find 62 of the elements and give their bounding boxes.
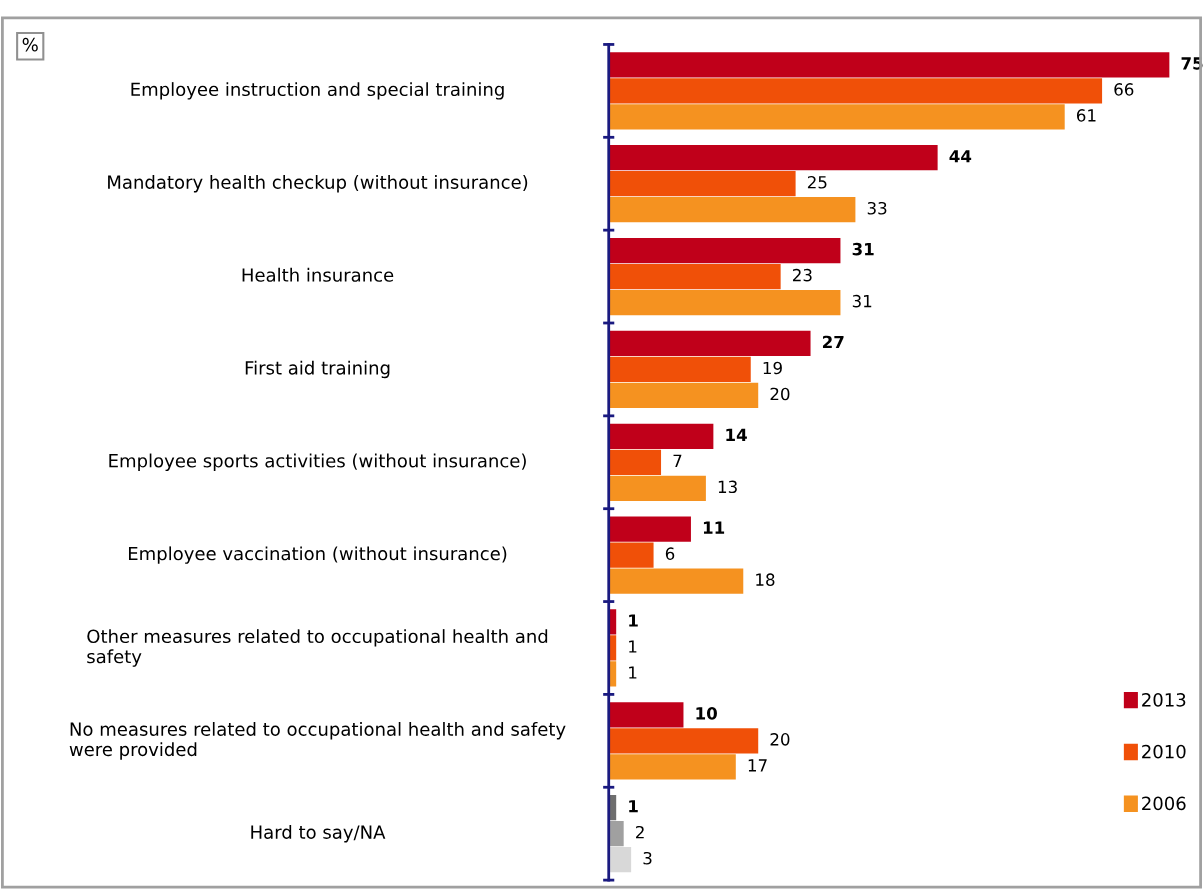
data-label: 19: [763, 361, 782, 375]
y-tick-label: First aid training: [245, 360, 390, 379]
bar: [608, 754, 736, 780]
bar: [608, 171, 796, 197]
data-label: 31: [852, 294, 872, 308]
bar: [608, 728, 759, 754]
bar: [608, 52, 1170, 78]
y-tick-label: Other measures related to occupational health and safety: [87, 629, 548, 667]
data-label: 25: [807, 175, 827, 189]
data-label: 17: [748, 759, 767, 772]
bar: [608, 263, 781, 290]
y-tick-label: Health insurance: [242, 267, 394, 282]
text: %: [22, 37, 38, 52]
data-label: 23: [792, 268, 812, 282]
y-tick-label: Hard to say/NA: [251, 824, 386, 843]
data-label: 1: [629, 614, 638, 627]
data-label: 61: [1076, 109, 1096, 122]
data-label: 66: [1114, 83, 1134, 96]
data-label: 14: [726, 428, 747, 441]
bar: [608, 237, 841, 264]
data-label: 20: [770, 387, 790, 401]
data-label: 10: [696, 707, 717, 720]
bar: [608, 568, 744, 594]
data-label: 2: [636, 825, 644, 839]
bar: [608, 145, 938, 171]
data-label: 20: [770, 733, 790, 746]
bar: [608, 516, 691, 542]
legend-label: 2010: [1142, 744, 1186, 759]
y-tick-label: Mandatory health checkup (without insurance): [108, 174, 528, 193]
bar: [608, 449, 662, 475]
data-label: 11: [703, 521, 725, 534]
data-label: 44: [949, 150, 972, 163]
bar: [608, 330, 811, 357]
bar: [608, 356, 751, 383]
bar: [608, 78, 1103, 104]
data-label: 33: [867, 201, 887, 215]
data-label: 13: [718, 480, 737, 494]
bar: [608, 289, 841, 316]
data-label: 1: [629, 640, 637, 653]
y-tick-label: Employee instruction and special training: [131, 82, 504, 100]
data-label: 18: [756, 573, 775, 586]
data-label: 7: [673, 454, 682, 467]
bar: [608, 104, 1065, 130]
y-tick-label: No measures related to occupational health and safety were provided: [69, 721, 566, 760]
bar: [608, 475, 706, 501]
data-label: 1: [629, 666, 637, 679]
y-tick-label: Employee vaccination (without insurance): [128, 546, 507, 564]
data-label: 1: [629, 800, 638, 813]
bar: [608, 821, 624, 847]
bar: [608, 197, 856, 223]
legend-label: 2013: [1142, 693, 1186, 707]
bar: [608, 847, 632, 873]
data-label: 3: [643, 851, 652, 865]
bar: [608, 423, 714, 449]
bar: [608, 702, 684, 728]
data-label: 27: [822, 335, 844, 349]
legend-label: 2006: [1142, 796, 1186, 811]
bar: [608, 542, 654, 568]
data-label: 6: [665, 547, 675, 560]
data-label: 31: [852, 242, 874, 256]
y-tick-label: Employee sports activities (without insurance): [109, 453, 526, 472]
bar: [608, 382, 759, 409]
